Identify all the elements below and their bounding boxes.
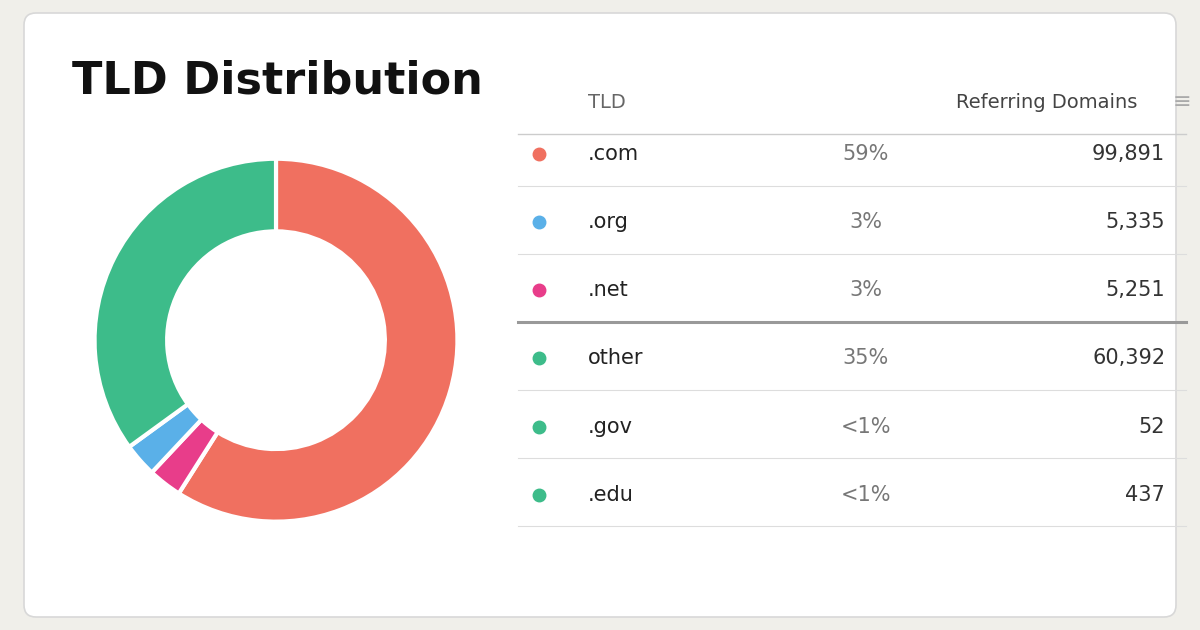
FancyBboxPatch shape — [24, 13, 1176, 617]
Text: other: other — [588, 348, 643, 369]
Text: 99,891: 99,891 — [1092, 144, 1165, 164]
Text: 5,335: 5,335 — [1105, 212, 1165, 232]
Text: .edu: .edu — [588, 484, 634, 505]
Wedge shape — [151, 420, 217, 493]
Text: .com: .com — [588, 144, 638, 164]
Text: .gov: .gov — [588, 416, 632, 437]
Text: 5,251: 5,251 — [1105, 280, 1165, 301]
Text: 59%: 59% — [842, 144, 889, 164]
Text: .org: .org — [588, 212, 629, 232]
Text: 52: 52 — [1139, 416, 1165, 437]
Text: <1%: <1% — [841, 484, 892, 505]
Text: <1%: <1% — [841, 416, 892, 437]
Text: .net: .net — [588, 280, 629, 301]
Wedge shape — [130, 404, 202, 472]
Text: TLD: TLD — [588, 93, 625, 112]
Text: 35%: 35% — [842, 348, 889, 369]
Text: ≡: ≡ — [1172, 92, 1190, 112]
Text: 3%: 3% — [850, 212, 882, 232]
Text: 437: 437 — [1126, 484, 1165, 505]
Wedge shape — [95, 159, 276, 447]
Wedge shape — [179, 159, 457, 522]
Text: Referring Domains: Referring Domains — [956, 93, 1138, 112]
Text: 3%: 3% — [850, 280, 882, 301]
Text: TLD Distribution: TLD Distribution — [72, 60, 482, 103]
Text: 60,392: 60,392 — [1092, 348, 1165, 369]
